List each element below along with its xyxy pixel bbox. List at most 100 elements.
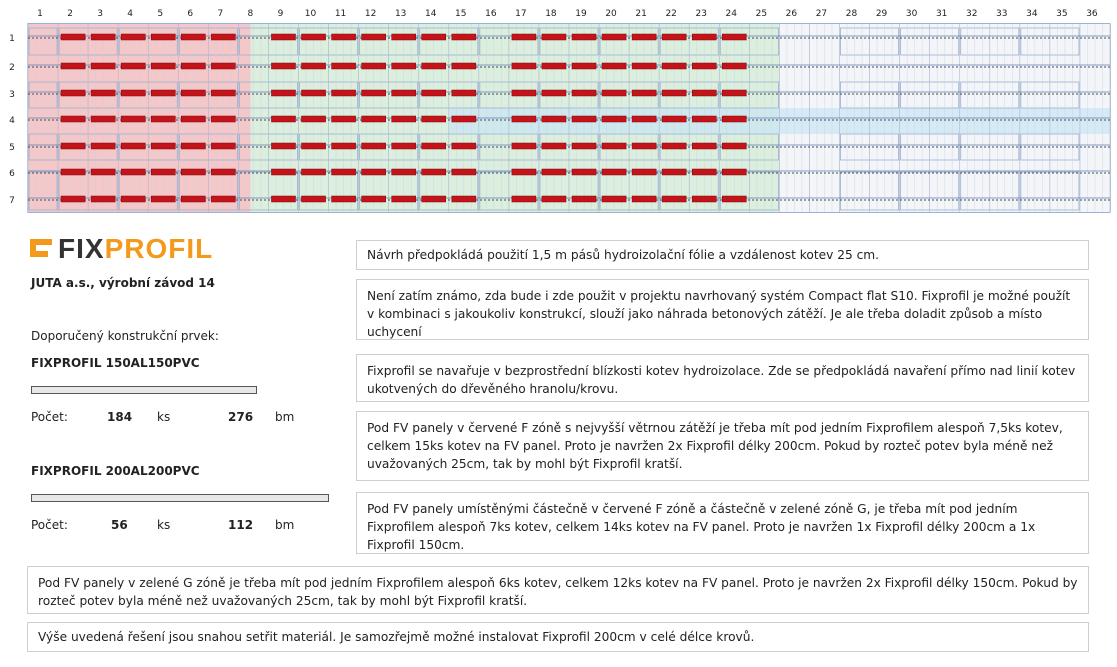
fixprofil-bar	[120, 89, 146, 97]
fixprofil-bar	[361, 62, 386, 70]
product-1-unit-ks: ks	[157, 410, 171, 424]
note-box-4: Pod FV panely v červené F zóně s nejvyšš…	[356, 411, 1089, 481]
fixprofil-bar	[150, 142, 176, 150]
column-label: 34	[1026, 9, 1038, 19]
fixprofil-bar	[541, 62, 567, 70]
fixprofil-bar	[90, 168, 116, 176]
fixprofil-bar	[150, 195, 176, 203]
fixprofil-bar	[331, 195, 356, 203]
fixprofil-bar	[421, 115, 447, 123]
fixprofil-bar	[150, 115, 176, 123]
fixprofil-bar	[631, 33, 657, 41]
fixprofil-bar	[120, 195, 146, 203]
fixprofil-bar	[601, 142, 627, 150]
product-1-count-label: Počet:	[31, 410, 68, 424]
fixprofil-bar	[181, 89, 206, 97]
fixprofil-bar	[120, 168, 146, 176]
recommended-label: Doporučený konstrukční prvek:	[31, 329, 219, 343]
column-label: 27	[816, 9, 827, 19]
fixprofil-bar	[691, 115, 717, 123]
fixprofil-bar	[301, 195, 326, 203]
column-label: 16	[485, 9, 497, 19]
row-label: 1	[9, 34, 15, 44]
logo-mark-icon	[30, 239, 52, 257]
fixprofil-bar	[331, 89, 356, 97]
product-2-name: FIXPROFIL 200AL200PVC	[31, 464, 200, 478]
fixprofil-bar	[331, 33, 356, 41]
note-box-2: Není zatím známo, zda bude i zde použit …	[356, 279, 1089, 340]
fixprofil-bar	[691, 33, 717, 41]
fixprofil-bar	[571, 62, 597, 70]
fixprofil-bar	[181, 62, 206, 70]
fixprofil-bar	[211, 62, 236, 70]
row-label: 5	[9, 143, 15, 153]
fixprofil-bar	[120, 62, 146, 70]
fixprofil-bar	[421, 89, 447, 97]
product-2-unit-ks: ks	[157, 518, 171, 532]
fixprofil-bar	[90, 89, 116, 97]
fixprofil-bar	[541, 195, 567, 203]
fixprofil-bar	[571, 142, 597, 150]
fixprofil-bar	[722, 62, 747, 70]
fixprofil-bar	[451, 62, 477, 70]
fixprofil-bar	[60, 168, 86, 176]
fixprofil-bar	[451, 195, 477, 203]
fixprofil-bar	[361, 89, 386, 97]
fixprofil-bar	[211, 142, 236, 150]
fixprofil-bar	[331, 142, 356, 150]
fixprofil-bar	[661, 33, 687, 41]
product-1-name: FIXPROFIL 150AL150PVC	[31, 356, 200, 370]
fixprofil-bar	[631, 195, 657, 203]
product-2-count: 56	[111, 518, 128, 532]
fixprofil-bar	[331, 115, 356, 123]
fixprofil-bar	[511, 115, 537, 123]
fixprofil-bar	[691, 168, 717, 176]
fixprofil-bar	[631, 115, 657, 123]
fixprofil-bar	[391, 62, 416, 70]
fixprofil-bar	[391, 115, 416, 123]
fixprofil-bar	[451, 142, 477, 150]
fixprofil-bar	[601, 168, 627, 176]
fixprofil-bar	[90, 142, 116, 150]
fixprofil-bar	[90, 62, 116, 70]
column-label: 20	[605, 9, 617, 19]
company-name: JUTA a.s., výrobní závod 14	[31, 276, 215, 290]
column-label: 35	[1056, 9, 1067, 19]
fixprofil-bar	[391, 168, 416, 176]
fixprofil-bars	[60, 33, 747, 203]
fixprofil-bar	[421, 62, 447, 70]
column-label: 2	[67, 9, 73, 19]
row-label: 7	[9, 196, 15, 206]
fixprofil-bar	[601, 195, 627, 203]
column-label: 1	[37, 9, 43, 19]
product-1-profile-bar	[31, 386, 257, 394]
product-2-unit-bm: bm	[275, 518, 295, 532]
fixprofil-bar	[571, 168, 597, 176]
fixprofil-bar	[661, 62, 687, 70]
column-label: 4	[127, 9, 133, 19]
column-label: 3	[97, 9, 103, 19]
fixprofil-bar	[722, 33, 747, 41]
column-label: 5	[157, 9, 163, 19]
column-label: 10	[305, 9, 317, 19]
note-box-6: Pod FV panely v zelené G zóně je třeba m…	[27, 566, 1089, 614]
fixprofil-bar	[571, 115, 597, 123]
column-label: 24	[726, 9, 738, 19]
column-label: 36	[1086, 9, 1098, 19]
fixprofil-bar	[301, 142, 326, 150]
column-label: 17	[515, 9, 526, 19]
fixprofil-bar	[511, 89, 537, 97]
column-label: 30	[906, 9, 918, 19]
fixprofil-bar	[150, 33, 176, 41]
fixprofil-bar	[150, 62, 176, 70]
column-label: 26	[786, 9, 798, 19]
fixprofil-logo: FIX PROFIL	[28, 234, 213, 264]
fixprofil-bar	[661, 142, 687, 150]
column-label: 25	[756, 9, 767, 19]
column-label: 15	[455, 9, 466, 19]
column-label: 6	[187, 9, 193, 19]
fixprofil-bar	[361, 33, 386, 41]
fixprofil-bar	[631, 62, 657, 70]
column-label: 7	[217, 9, 223, 19]
column-label: 9	[278, 9, 284, 19]
